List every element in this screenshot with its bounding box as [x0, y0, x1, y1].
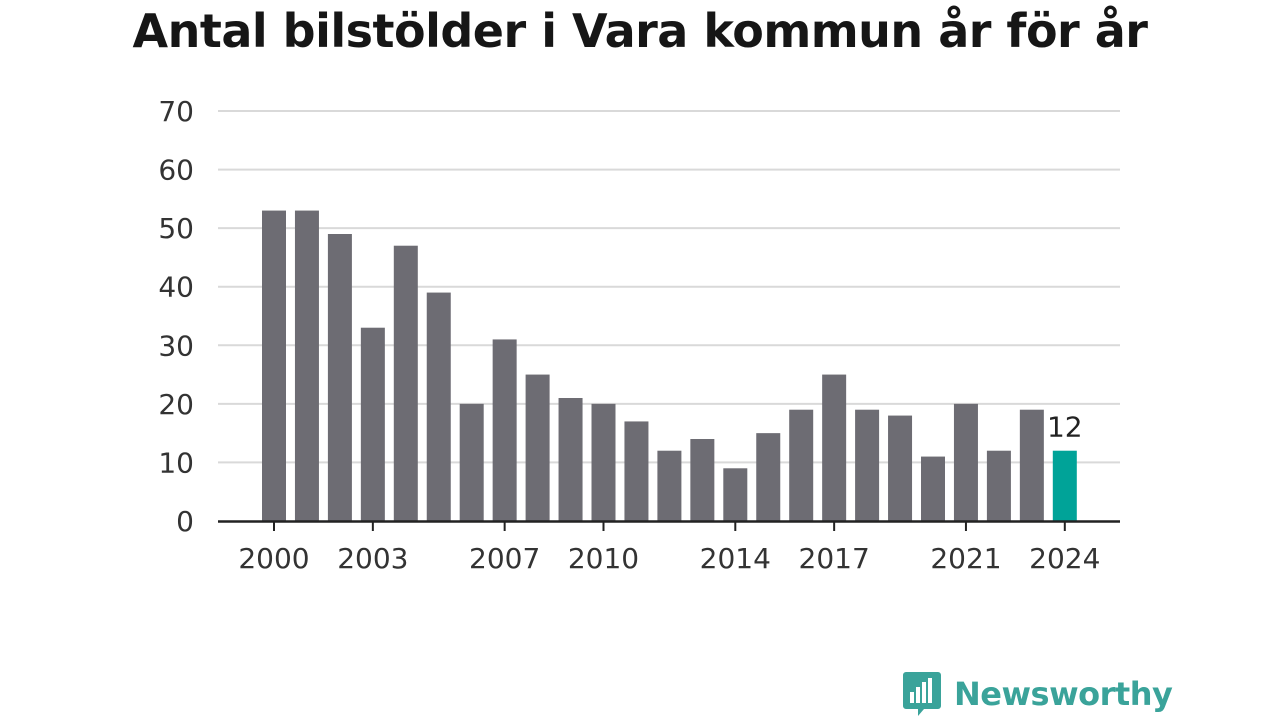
logo-text: Newsworthy [954, 675, 1173, 713]
bar-2006 [459, 403, 484, 521]
x-tick-label: 2003 [337, 542, 408, 575]
y-tick-label: 60 [158, 154, 194, 187]
x-tick-label: 2014 [700, 542, 771, 575]
bar-2022 [986, 450, 1011, 521]
bar-2010 [591, 403, 616, 521]
bar-2013 [690, 439, 715, 521]
bar-2015 [756, 433, 781, 521]
y-tick-label: 20 [158, 388, 194, 421]
bar-2004 [393, 245, 418, 521]
y-tick-label: 30 [158, 329, 194, 362]
bar-2014 [723, 468, 748, 521]
x-axis-tick-labels: 2000 2003 2007 2010 2014 2017 2021 2024 [238, 542, 1100, 575]
bar-2019 [888, 415, 913, 521]
y-tick-label: 50 [158, 212, 194, 245]
x-tick-label: 2007 [469, 542, 540, 575]
bar-2005 [426, 292, 451, 521]
bar-2018 [855, 409, 880, 521]
newsworthy-logo: Newsworthy [902, 670, 1173, 718]
bars [262, 210, 1077, 521]
x-tick-label: 2017 [799, 542, 870, 575]
y-tick-label: 40 [158, 271, 194, 304]
gridlines [218, 110, 1120, 464]
bar-2021 [953, 403, 978, 521]
data-label-2024: 12 [1047, 411, 1083, 444]
bar-2007 [492, 339, 517, 521]
bar-2020 [921, 456, 945, 521]
annotations: 12 [1047, 411, 1083, 444]
bar-2002 [327, 234, 352, 521]
y-tick-label: 70 [158, 95, 194, 128]
bar-2011 [624, 421, 649, 521]
bar-2001 [294, 210, 319, 521]
y-axis-tick-labels: 0 10 20 30 40 50 60 70 [158, 95, 194, 538]
chart-title: Antal bilstölder i Vara kommun år för år [132, 4, 1148, 58]
bar-2009 [558, 398, 583, 521]
bar-2012 [657, 450, 682, 521]
x-axis [218, 520, 1120, 531]
bar-2000 [262, 210, 286, 521]
bar-2023 [1019, 409, 1044, 521]
y-tick-label: 10 [158, 446, 194, 479]
y-tick-label: 0 [176, 505, 194, 538]
x-tick-label: 2010 [568, 542, 639, 575]
bar-2024 [1052, 450, 1077, 521]
bar-2016 [789, 409, 814, 521]
x-tick-label: 2021 [930, 542, 1001, 575]
bar-2003 [360, 327, 385, 521]
bar-2017 [822, 374, 847, 521]
bar-2008 [525, 374, 550, 521]
bar-chart-speech-bubble-icon [903, 672, 941, 716]
x-tick-label: 2024 [1029, 542, 1100, 575]
x-tick-label: 2000 [238, 542, 309, 575]
